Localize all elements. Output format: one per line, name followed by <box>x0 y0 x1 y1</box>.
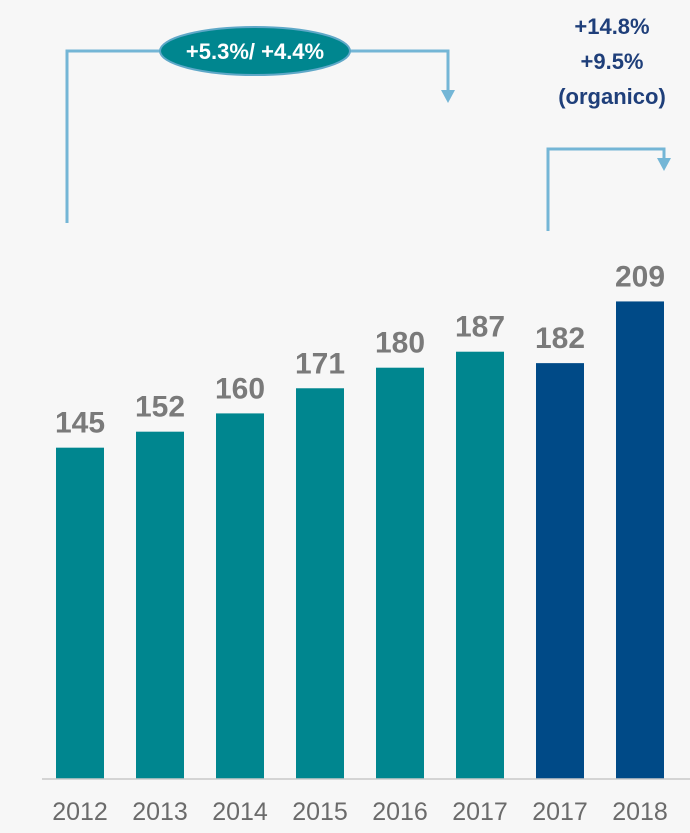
x-tick-label: 2017 <box>532 798 588 826</box>
bar-2013-1 <box>136 431 184 779</box>
bar-2017-5 <box>456 351 504 779</box>
growth-arrowhead <box>657 158 671 171</box>
bar-2014-2 <box>216 413 264 779</box>
x-tick-label: 2014 <box>212 798 268 826</box>
cagr-bracket-line <box>65 49 450 223</box>
bar-2018-7 <box>616 301 664 779</box>
cagr-badge-ellipse <box>159 26 351 76</box>
bar-value-label: 160 <box>215 372 265 405</box>
x-tick-label: 2015 <box>292 798 348 826</box>
cagr-badge-text: +5.3%/ +4.4% <box>186 39 324 64</box>
bar-value-label: 180 <box>375 327 425 360</box>
bar-2017-6 <box>536 363 584 779</box>
bar-value-label: 152 <box>135 391 185 424</box>
bar-value-label: 209 <box>615 260 665 293</box>
bar-value-label: 182 <box>535 322 585 355</box>
x-tick-label: 2018 <box>612 798 668 826</box>
growth-line-1: +14.8% <box>574 14 649 39</box>
bar-value-label: 145 <box>55 407 105 440</box>
growth-line-3: (organico) <box>558 84 666 109</box>
bar-2015-3 <box>296 388 344 779</box>
bar-value-label: 171 <box>295 347 345 380</box>
x-tick-label: 2016 <box>372 798 428 826</box>
growth-annotation: +14.8% +9.5% (organico) <box>558 14 666 109</box>
growth-line-2: +9.5% <box>581 49 644 74</box>
cagr-badge: +5.3%/ +4.4% <box>159 26 351 76</box>
cagr-bracket-arrow <box>65 49 455 223</box>
x-axis-ticks: 2012 2013 2014 2015 2016 2017 2017 2018 <box>52 798 668 826</box>
value-labels-group: 145 152 160 171 180 187 182 209 <box>55 260 665 439</box>
x-tick-label: 2012 <box>52 798 108 826</box>
x-tick-label: 2013 <box>132 798 188 826</box>
growth-bracket-line <box>546 147 666 231</box>
x-tick-label: 2017 <box>452 798 508 826</box>
bars-group <box>56 301 664 779</box>
bar-value-label: 187 <box>455 311 505 344</box>
cagr-arrowhead <box>441 90 455 103</box>
growth-bracket-arrow <box>546 147 671 231</box>
bar-2012-0 <box>56 447 104 779</box>
bar-2016-4 <box>376 367 424 779</box>
